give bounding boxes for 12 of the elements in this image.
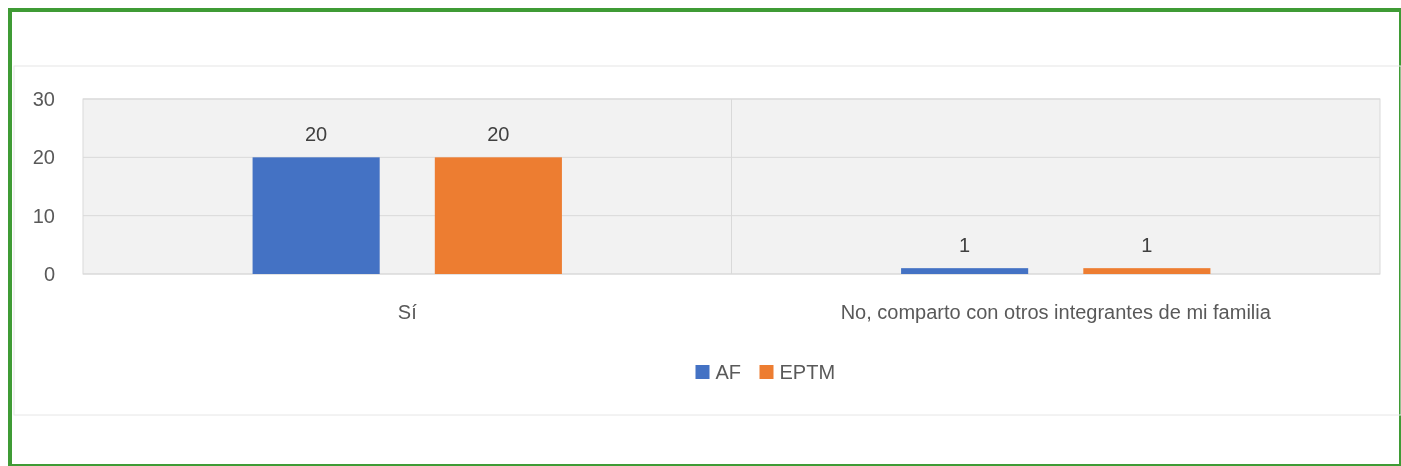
data-label: 20 [487,123,510,146]
y-tick-label: 20 [32,146,55,169]
y-tick-label: 10 [32,204,55,227]
y-tick-label: 0 [43,263,55,285]
x-tick-label: No, comparto con otros integrantes de mi familia [840,301,1272,323]
data-label: 20 [305,123,328,146]
legend-label: AF [715,361,742,383]
data-label: 1 [1141,234,1153,257]
data-label: 1 [959,234,971,257]
x-tick-label: Sí [397,301,418,323]
legend-label: EPTM [779,361,836,383]
y-tick-label: 30 [32,88,55,110]
